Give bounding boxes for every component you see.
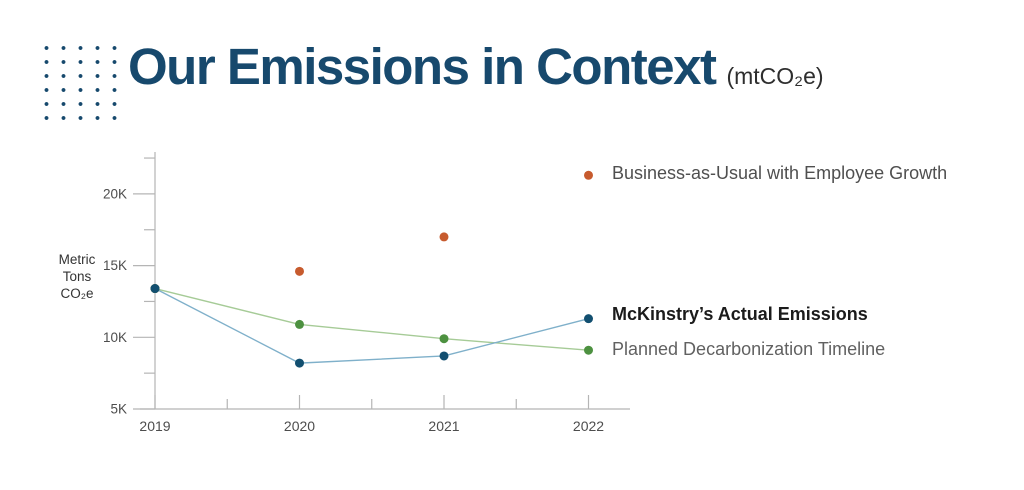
series-data-point [439, 232, 449, 242]
dot-grid-decoration [38, 41, 124, 126]
x-axis-tick-label: 2021 [428, 418, 459, 434]
series-data-point [584, 170, 593, 180]
y-axis-tick-label: 15K [103, 258, 127, 273]
series-data-point [295, 319, 304, 329]
series-data-point [584, 345, 593, 355]
series-line [154, 287, 589, 351]
series-data-point [584, 314, 593, 324]
series-data-point [439, 334, 449, 344]
series-data-point [150, 284, 160, 294]
series-data-point [295, 266, 304, 276]
legend-label-business-as-usual: Business-as-Usual with Employee Growth [612, 163, 948, 183]
page-title: Our Emissions in Context [128, 38, 717, 95]
series-data-point [295, 358, 304, 368]
series-line [155, 175, 589, 288]
x-axis-tick-label: 2020 [284, 418, 315, 434]
y-axis-tick-label: 20K [103, 186, 127, 201]
series-data-point [439, 351, 449, 361]
x-axis-tick-label: 2019 [139, 418, 170, 434]
page-title-unit: (mtCO₂e) [726, 63, 824, 89]
y-axis-unit-label: Metric Tons CO₂e [44, 251, 110, 302]
page-header: Our Emissions in Context (mtCO₂e) [128, 38, 824, 95]
y-axis-tick-label: 5K [110, 402, 127, 417]
series-line [154, 287, 589, 364]
y-axis-unit-line: Tons [62, 269, 92, 284]
x-axis-tick-label: 2022 [573, 418, 604, 434]
y-axis-unit-line: Metric [58, 252, 96, 267]
legend-label-actual-emissions: McKinstry’s Actual Emissions [612, 304, 868, 324]
legend-label-planned-decarbonization: Planned Decarbonization Timeline [612, 339, 886, 359]
y-axis-unit-line: CO₂e [60, 286, 94, 301]
y-axis-tick-label: 10K [103, 330, 127, 345]
